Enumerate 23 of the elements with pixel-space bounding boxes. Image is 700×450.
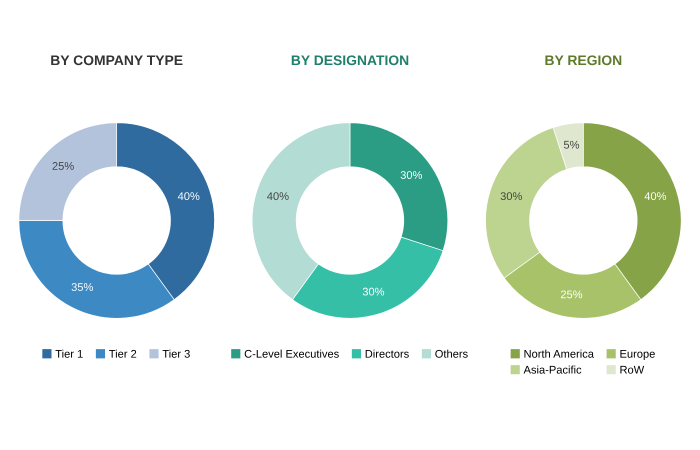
legend-label: Tier 2 bbox=[109, 350, 136, 358]
data-label: 5% bbox=[564, 140, 580, 149]
chart-title: BY DESIGNATION bbox=[292, 55, 408, 66]
legend-label: Europe bbox=[620, 350, 655, 360]
legend-label: C-Level Executives bbox=[244, 350, 339, 358]
legend-label: RoW bbox=[620, 366, 644, 374]
data-label: 35% bbox=[72, 283, 93, 291]
data-label: 25% bbox=[560, 290, 582, 298]
data-label: 25% bbox=[52, 162, 74, 170]
data-label: 40% bbox=[267, 192, 289, 200]
chart-title: BY COMPANY TYPE bbox=[51, 55, 183, 66]
chart-title: BY REGION bbox=[545, 55, 622, 66]
legend-label: Tier 3 bbox=[162, 350, 190, 358]
data-label: 30% bbox=[400, 171, 422, 179]
data-label: 30% bbox=[500, 192, 522, 200]
data-label: 40% bbox=[178, 192, 200, 200]
legend-label: Tier 1 bbox=[56, 350, 83, 358]
legend-label: Asia-Pacific bbox=[524, 366, 582, 374]
data-label: 40% bbox=[644, 192, 666, 200]
legend-label: Others bbox=[435, 350, 468, 358]
legend-label: North America bbox=[524, 350, 594, 358]
data-label: 30% bbox=[362, 288, 384, 296]
legend-label: Directors bbox=[366, 350, 409, 358]
